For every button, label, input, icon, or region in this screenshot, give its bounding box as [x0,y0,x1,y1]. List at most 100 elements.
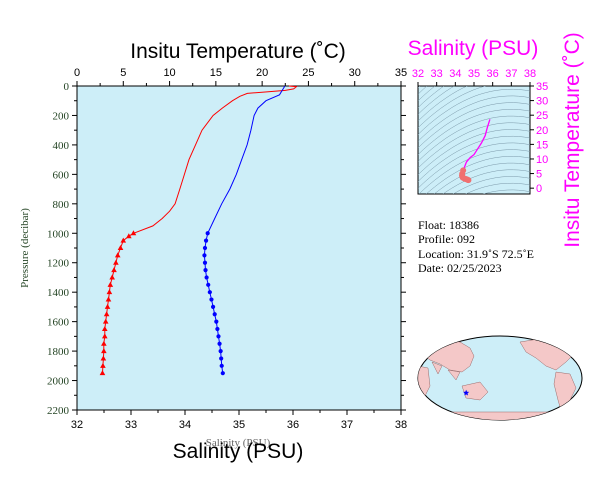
density-contour [418,102,530,149]
ts-right-tick-label: 20 [536,125,548,137]
date: Date: 02/25/2023 [418,261,502,275]
bottom-axis-title: Salinity (PSU) [173,440,304,463]
density-contour [418,86,468,122]
salinity-point [203,267,208,273]
salinity-point [215,326,220,332]
density-contour [418,86,445,108]
ts-right-axis-title: Insitu Temperature (˚C) [561,32,584,248]
ts-right-tick-label: 0 [536,183,542,195]
temperature-point [120,237,127,243]
temperature-point [109,274,115,280]
temperature-point [130,230,137,236]
temperature-point [114,252,121,258]
salinity-point [219,356,224,361]
top-axis-tick-label: 35 [395,67,407,79]
density-contour [418,86,455,115]
density-contour [418,135,530,182]
y-axis-title: Pressure (decibar) [19,208,31,288]
temperature-point [101,326,108,331]
profile-series [99,85,298,376]
y-axis-tick-label: 600 [53,169,70,181]
ts-profile-line [462,119,491,171]
temperature-point [101,333,108,339]
density-contour [465,182,530,194]
density-contour [418,88,530,135]
salinity-point [217,341,222,346]
float-location-star [463,389,470,396]
profile-plot-area [76,85,402,411]
top-axis-tick-label: 10 [163,67,175,79]
density-contour [418,149,530,194]
ts-top-tick-label: 37 [505,68,517,80]
density-contour [418,129,530,175]
density-contour [482,189,530,194]
salinity-point [202,260,208,265]
temperature-point [107,281,114,287]
salinity-point [218,348,223,354]
salinity-point [214,319,219,324]
salinity-point [212,312,217,317]
y-axis-tick-label: 400 [53,140,70,152]
bottom-axis-tick-label: 36 [287,419,299,431]
y-axis-tick-label: 200 [53,110,70,122]
density-contour [433,162,530,194]
ts-series [459,119,491,184]
ts-right-tick-label: 5 [536,169,542,181]
australia-landmass [461,381,489,401]
salinity-point [205,231,210,236]
temperature-point [105,296,112,302]
top-axis-title: Insitu Temperature (˚C) [130,40,346,63]
salinity-point [207,290,212,295]
temperature-point [111,267,117,273]
ts-right-tick-label: 10 [536,154,548,166]
density-contour [418,122,530,169]
y-axis-tick-label: 1800 [47,346,70,358]
top-axis-tick-label: 25 [302,67,314,79]
ts-right-tick-label: 30 [536,96,548,108]
density-contour [418,115,530,162]
bottom-axis-title-shadow: Salinity (PSU) [206,437,271,449]
salinity-point [209,297,214,302]
south-asia-landmass [431,361,461,381]
density-contour [418,142,530,189]
temperature-point [100,362,106,368]
salinity-point [210,304,216,310]
y-axis-tick-label: 0 [64,81,70,93]
temperature-point [104,303,111,309]
density-contour [418,86,487,128]
profile-number: Profile: 092 [418,232,475,246]
ts-right-tick-label: 35 [536,81,548,93]
ts-top-tick-label: 32 [412,68,424,80]
temperature-point [101,348,107,354]
salinity-point [206,282,211,287]
ts-top-tick-label: 34 [449,68,461,80]
top-axis-tick-label: 5 [120,67,126,79]
ts-top-axis-title: Salinity (PSU) [408,37,539,60]
y-axis-tick-label: 1400 [47,287,70,299]
temperature-line [133,85,298,234]
density-contour [442,169,530,194]
top-axis-tick-label: 30 [349,67,361,79]
bottom-axis-tick-label: 38 [395,419,407,431]
salinity-line [207,85,286,234]
y-axis-tick-label: 800 [53,199,70,211]
ts-top-tick-label: 38 [524,68,536,80]
temperature-point [106,289,113,295]
temperature-point [99,370,106,376]
salinity-point [219,363,224,368]
salinity-point [202,245,208,251]
float-id: Float: 18386 [418,218,479,232]
bottom-axis-tick-label: 37 [341,419,353,431]
density-contour [425,156,530,194]
salinity-point [202,253,207,258]
top-axis-tick-label: 15 [210,67,222,79]
float-location-marker [463,389,470,396]
ts-diagram: 32 33 34 35 36 37 38 0 5 10 15 20 25 30 35 Salinity (P… [408,32,584,248]
ts-density-contours [418,86,530,194]
salinity-point [203,238,209,243]
ts-top-tick-label: 35 [468,68,480,80]
salinity-point [220,371,225,376]
y-axis-tick-label: 2200 [47,405,70,417]
y-axis-tick-label: 2000 [47,376,70,388]
